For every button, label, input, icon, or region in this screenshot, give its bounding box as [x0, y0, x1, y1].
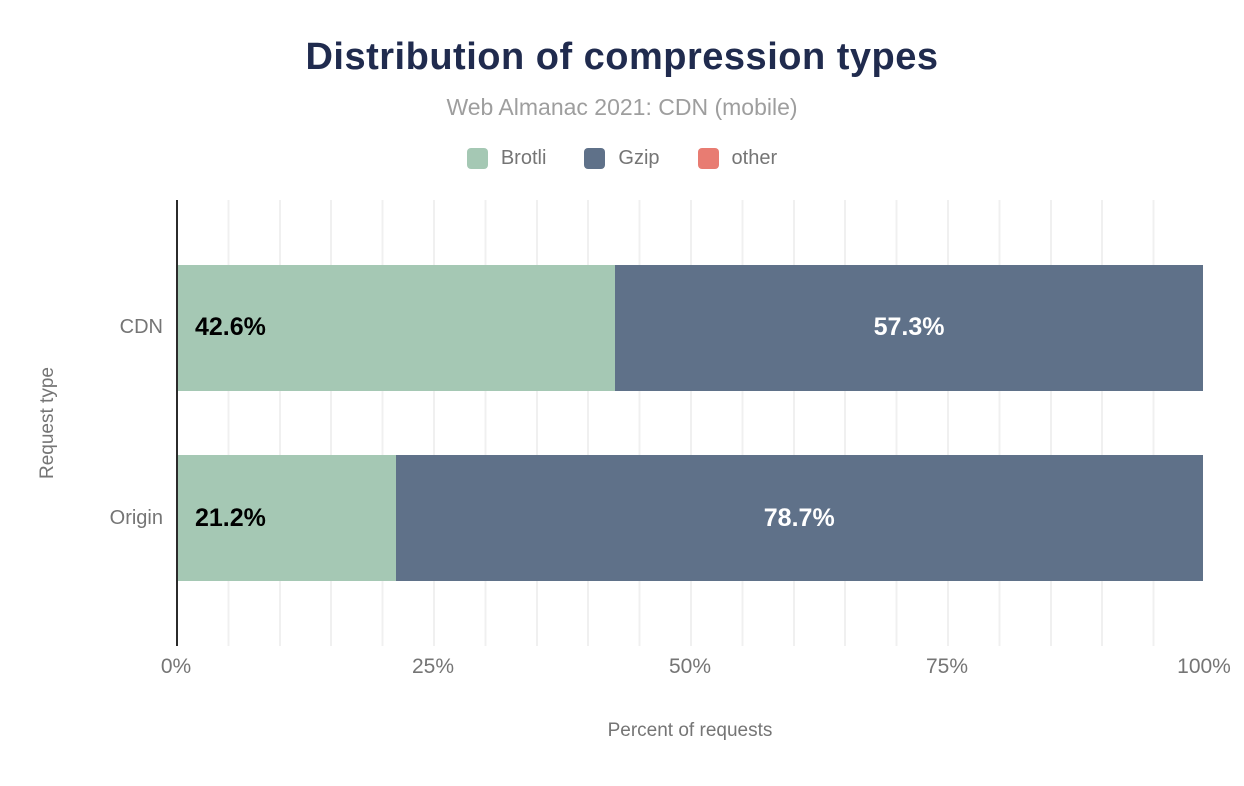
legend-swatch-brotli [466, 148, 488, 169]
x-axis-ticks: 0% 25% 50% 75% 100% [161, 655, 1231, 681]
x-tick-label: 25% [411, 655, 455, 678]
chart-subtitle: Web Almanac 2021: CDN (mobile) [446, 94, 798, 120]
x-tick-label: 100% [1177, 655, 1231, 678]
legend-label: Gzip [618, 147, 660, 169]
y-category-label-cdn: CDN [119, 316, 163, 339]
bar-value-label: 78.7% [763, 503, 835, 532]
legend-label: Brotli [500, 147, 547, 169]
bar-value-label: 57.3% [873, 313, 945, 342]
plot-area: 42.6% 57.3% 21.2% 78.7% [176, 200, 1204, 646]
legend-item-other: other [697, 147, 778, 170]
x-tick-label: 75% [925, 655, 969, 678]
legend-item-brotli: Brotli [466, 147, 547, 170]
bar-value-label: 42.6% [195, 313, 266, 342]
bar-segment-gzip-cdn: 57.3% [615, 264, 1203, 391]
x-tick-label: 0% [160, 655, 192, 678]
legend-swatch-other [697, 148, 719, 169]
legend: Brotli Gzip other [0, 147, 1244, 170]
bar-value-label: 21.2% [195, 503, 266, 532]
bar-row-origin: 21.2% 78.7% [178, 455, 1204, 582]
legend-item-gzip: Gzip [584, 147, 660, 170]
y-category-label-origin: Origin [109, 506, 163, 529]
legend-swatch-gzip [584, 148, 606, 169]
bar-row-cdn: 42.6% 57.3% [178, 264, 1204, 391]
x-axis-title: Percent of requests [607, 720, 773, 741]
bar-segment-gzip-origin: 78.7% [395, 455, 1203, 582]
y-category-labels: CDN Origin [0, 200, 163, 646]
bar-segment-brotli-cdn: 42.6% [178, 264, 616, 391]
x-tick-label: 50% [668, 655, 712, 678]
chart-title: Distribution of compression types [305, 36, 939, 78]
y-axis-title: Request type [37, 367, 58, 479]
legend-label: other [731, 147, 778, 169]
bar-segment-brotli-origin: 21.2% [178, 455, 396, 582]
